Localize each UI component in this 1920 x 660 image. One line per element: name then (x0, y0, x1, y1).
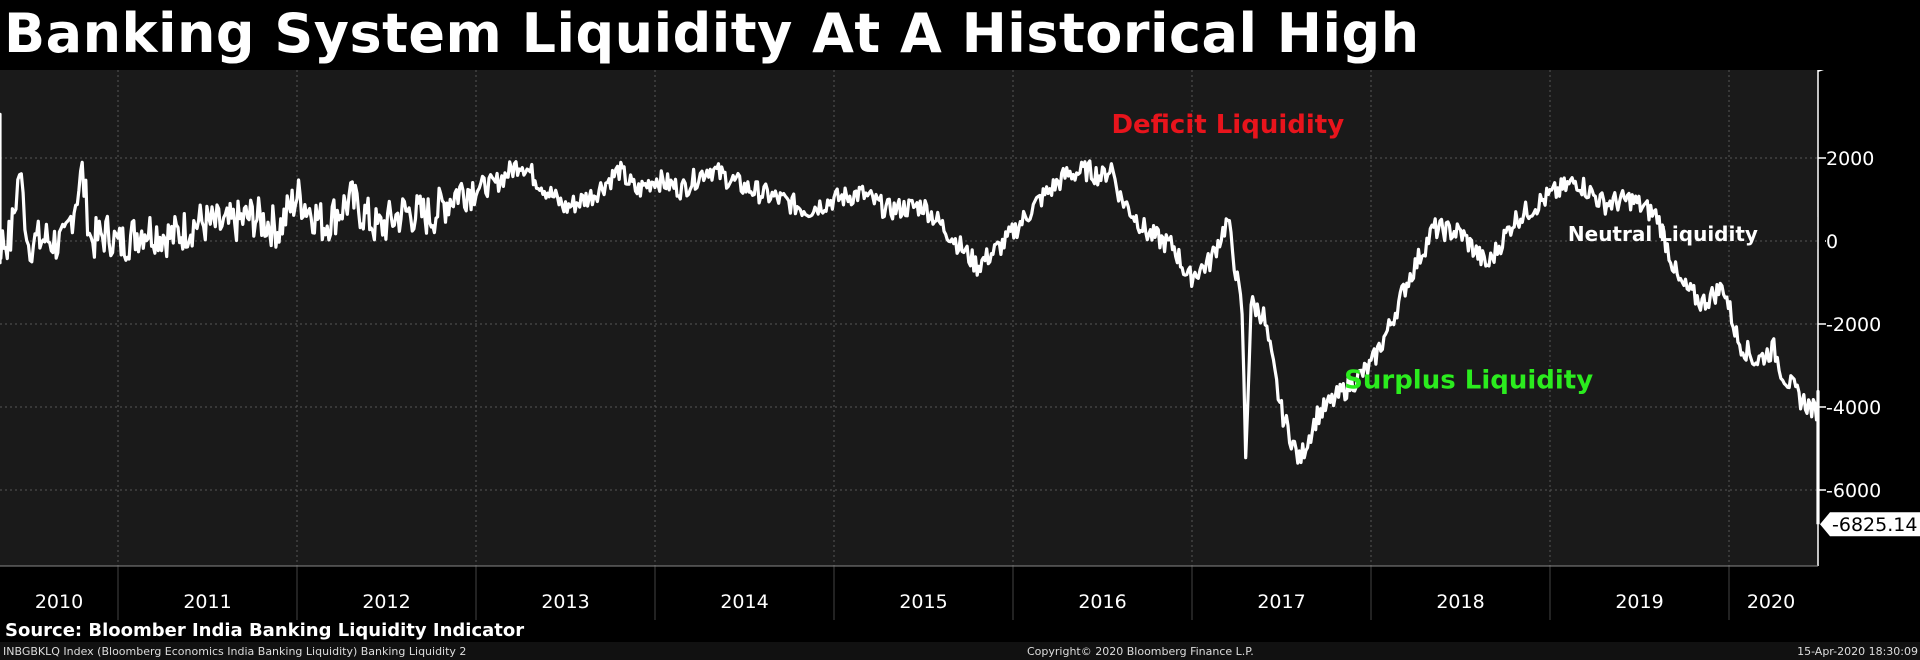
x-tick-labels: 2010 2011 2012 2013 2014 2015 2016 2017 2018 2019… (35, 591, 1795, 613)
x-tick-label: 2012 (362, 591, 410, 613)
annotations: Deficit Liquidity Surplus Liquidity Neutra… (1111, 110, 1825, 395)
x-tick-label: 2010 (35, 591, 83, 613)
footer-ticker: INBGBKLQ Index (Bloomberg Economics Indi… (3, 645, 467, 658)
x-tick-label: 2018 (1436, 591, 1484, 613)
x-tick-label: 2015 (899, 591, 947, 613)
last-value-badge: -6825.14 (1820, 512, 1920, 537)
x-tick-label: 2020 (1747, 591, 1795, 613)
liquidity-series-line (0, 112, 1820, 525)
last-value-box (1820, 512, 1920, 537)
y-tick-labels: 2000 0 -2000 -4000 -6000 (1826, 148, 1881, 502)
footer-timestamp: 15-Apr-2020 18:30:09 (1797, 645, 1918, 658)
last-value-marker: -6825.14 (1820, 512, 1920, 537)
y-tick-label: 0 (1826, 231, 1838, 253)
y-tick-label: -2000 (1826, 314, 1881, 336)
footer-bar: INBGBKLQ Index (Bloomberg Economics Indi… (0, 642, 1920, 660)
y-tick-label: -4000 (1826, 397, 1881, 419)
x-tick-label: 2016 (1078, 591, 1126, 613)
annotation-clip (1817, 217, 1825, 249)
source-note: Source: Bloomber India Banking Liquidity… (5, 620, 525, 641)
x-tick-label: 2019 (1615, 591, 1663, 613)
y-tick-label: -6000 (1826, 480, 1881, 502)
annotation-neutral-liquidity: Neutral Liquidity (1568, 222, 1758, 246)
y-tick-label: 2000 (1826, 148, 1874, 170)
x-tick-label: 2011 (183, 591, 231, 613)
y-axis-arrow (1818, 64, 1824, 72)
x-tick-label: 2013 (541, 591, 589, 613)
x-tick-label: 2014 (720, 591, 768, 613)
chart-title: Banking System Liquidity At A Historical… (4, 2, 1420, 65)
chart-area: 2000 0 -2000 -4000 -6000 2010 2011 2012 2013 201… (0, 64, 1920, 620)
plot-background (0, 70, 1818, 566)
last-value-label: -6825.14 (1832, 514, 1917, 536)
annotation-surplus-liquidity: Surplus Liquidity (1344, 365, 1593, 395)
series-line (0, 112, 1820, 525)
footer-copyright: Copyright© 2020 Bloomberg Finance L.P. (1027, 645, 1254, 658)
x-tick-label: 2017 (1257, 591, 1305, 613)
annotation-deficit-liquidity: Deficit Liquidity (1111, 110, 1344, 140)
grid-lines (0, 70, 1818, 566)
